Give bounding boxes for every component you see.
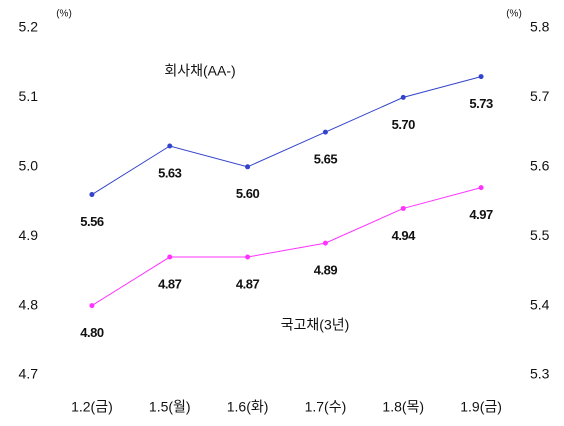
data-label: 5.65 — [314, 152, 338, 167]
data-label: 4.94 — [392, 228, 417, 243]
data-point — [478, 74, 484, 80]
data-point — [478, 185, 484, 191]
x-tick-label: 1.5(월) — [149, 399, 191, 415]
data-label: 5.70 — [392, 117, 416, 132]
y2-tick-label: 5.6 — [530, 158, 550, 174]
data-label: 4.87 — [236, 276, 260, 291]
data-label: 4.97 — [469, 207, 493, 222]
data-label: 4.87 — [158, 276, 182, 291]
y2-tick-label: 5.5 — [530, 227, 550, 243]
x-tick-label: 1.9(금) — [460, 399, 502, 415]
y-axis-unit: (%) — [56, 9, 72, 20]
y-tick-label: 4.7 — [19, 366, 39, 382]
series-line — [91, 187, 482, 307]
y2-axis-unit: (%) — [506, 9, 522, 20]
data-label: 5.63 — [158, 165, 182, 180]
data-point — [167, 254, 173, 260]
x-tick-label: 1.7(수) — [305, 399, 347, 415]
data-label: 5.73 — [469, 96, 493, 111]
y-tick-label: 4.9 — [19, 227, 39, 243]
data-label: 5.60 — [236, 186, 260, 201]
y-tick-label: 5.1 — [19, 88, 39, 104]
x-tick-label: 1.6(화) — [227, 399, 269, 415]
data-point — [400, 94, 406, 100]
data-point — [245, 254, 251, 260]
data-point — [167, 143, 173, 149]
data-label: 4.80 — [80, 325, 104, 340]
y2-tick-label: 5.3 — [530, 366, 550, 382]
data-point — [89, 192, 95, 198]
data-label: 5.56 — [80, 214, 104, 229]
data-point — [89, 303, 95, 309]
y2-tick-label: 5.7 — [530, 88, 550, 104]
y2-tick-label: 5.4 — [530, 296, 550, 312]
y-tick-label: 5.2 — [19, 19, 39, 35]
series-name: 회사채(AA-) — [164, 63, 235, 79]
data-point — [322, 240, 328, 246]
y-tick-label: 4.8 — [19, 296, 39, 312]
data-point — [400, 205, 406, 211]
y2-tick-label: 5.8 — [530, 19, 550, 35]
series-line — [91, 76, 482, 195]
y-tick-label: 5.0 — [19, 158, 39, 174]
data-label: 4.89 — [314, 263, 338, 278]
x-tick-label: 1.8(목) — [382, 399, 424, 415]
data-point — [245, 164, 251, 170]
x-tick-label: 1.2(금) — [71, 399, 113, 415]
series-name: 국고채(3년) — [281, 317, 350, 333]
data-point — [322, 129, 328, 135]
